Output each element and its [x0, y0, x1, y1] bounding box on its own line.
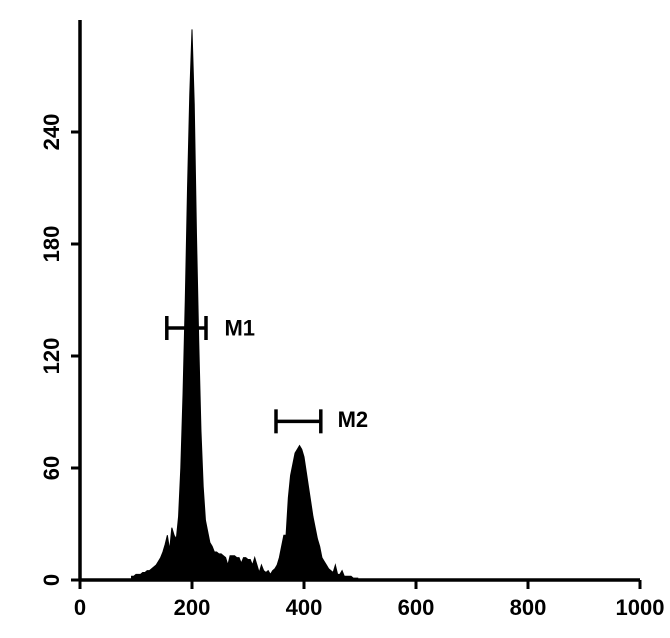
svg-text:200: 200 [174, 595, 211, 620]
svg-text:400: 400 [286, 595, 323, 620]
svg-text:180: 180 [39, 226, 64, 263]
svg-text:60: 60 [39, 456, 64, 480]
histogram-chart: 0 200 400 600 800 1000 0 60 120 180 240 M1 M2 [0, 0, 670, 638]
svg-text:0: 0 [74, 595, 86, 620]
svg-text:240: 240 [39, 114, 64, 151]
svg-text:M1: M1 [224, 316, 255, 341]
svg-text:120: 120 [39, 338, 64, 375]
chart-svg: 0 200 400 600 800 1000 0 60 120 180 240 M1 M2 [0, 0, 670, 638]
svg-text:0: 0 [39, 574, 64, 586]
svg-text:1000: 1000 [616, 595, 665, 620]
svg-text:M2: M2 [338, 407, 369, 432]
svg-text:800: 800 [510, 595, 547, 620]
svg-text:600: 600 [398, 595, 435, 620]
